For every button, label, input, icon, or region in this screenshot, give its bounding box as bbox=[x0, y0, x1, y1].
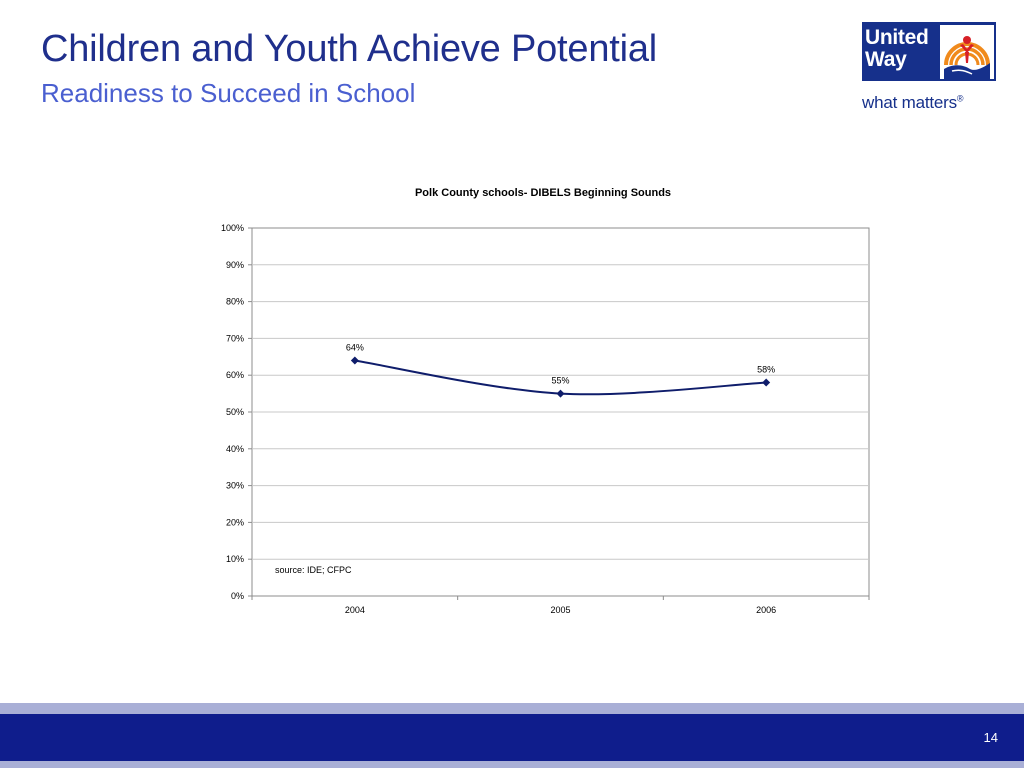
logo-box: United Way bbox=[862, 22, 996, 81]
logo-word-united: United bbox=[865, 26, 929, 49]
helping-hand-icon bbox=[940, 25, 994, 79]
data-point-marker bbox=[350, 356, 359, 365]
data-label: 58% bbox=[757, 365, 775, 375]
chart-title: Polk County schools- DIBELS Beginning So… bbox=[415, 187, 671, 199]
line-chart: Polk County schools- DIBELS Beginning So… bbox=[221, 187, 870, 615]
y-tick-label: 100% bbox=[221, 223, 244, 233]
footer-band bbox=[0, 714, 1024, 761]
series-group: 64% 55% 58% bbox=[346, 342, 775, 398]
gridlines bbox=[252, 264, 869, 560]
y-tick-label: 10% bbox=[226, 554, 244, 564]
y-tick-label: 30% bbox=[226, 481, 244, 491]
x-tick-label: 2004 bbox=[345, 605, 365, 615]
united-way-logo: United Way what matters® bbox=[862, 22, 996, 112]
registered-mark: ® bbox=[956, 93, 964, 104]
y-tick-label: 70% bbox=[226, 333, 244, 343]
y-tick-label: 60% bbox=[226, 370, 244, 380]
logo-tagline-text: what matters bbox=[862, 93, 957, 112]
data-point-marker bbox=[556, 389, 565, 398]
y-tick-label: 90% bbox=[226, 260, 244, 270]
page-number: 14 bbox=[983, 730, 998, 745]
y-tick-label: 0% bbox=[231, 591, 244, 601]
y-axis-ticks: 0% 10% 20% 30% 40% 50% 60% 70% 80% 90% 100% bbox=[221, 223, 252, 601]
footer-band-light bbox=[0, 703, 1024, 714]
x-tick-label: 2005 bbox=[550, 605, 570, 615]
y-tick-label: 40% bbox=[226, 444, 244, 454]
data-point-marker bbox=[762, 378, 771, 387]
data-label: 55% bbox=[551, 376, 569, 386]
y-tick-label: 80% bbox=[226, 297, 244, 307]
footer-band-bottom bbox=[0, 761, 1024, 768]
data-label: 64% bbox=[346, 342, 364, 352]
logo-wordmark: United Way bbox=[865, 27, 929, 71]
slide-title: Children and Youth Achieve Potential bbox=[41, 28, 658, 70]
y-tick-label: 20% bbox=[226, 517, 244, 527]
x-tick-label: 2006 bbox=[756, 605, 776, 615]
slide-subtitle: Readiness to Succeed in School bbox=[41, 78, 416, 108]
logo-tagline: what matters® bbox=[862, 93, 964, 113]
logo-word-way: Way bbox=[865, 48, 907, 71]
y-tick-label: 50% bbox=[226, 407, 244, 417]
source-annotation: source: IDE; CFPC bbox=[275, 565, 352, 575]
x-axis-ticks: 2004 2005 2006 bbox=[251, 596, 870, 615]
